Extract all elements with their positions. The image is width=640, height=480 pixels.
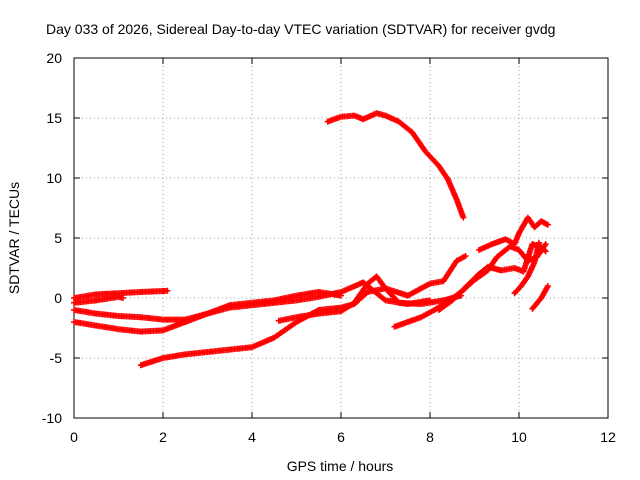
series-track-12: [529, 283, 551, 312]
y-tick-label: 15: [46, 110, 62, 126]
series-track-10: [475, 214, 551, 253]
data-point: [164, 287, 171, 294]
y-tick-label: -10: [42, 410, 62, 426]
x-axis-label: GPS time / hours: [287, 458, 394, 474]
x-tick-label: 6: [337, 429, 345, 445]
plot-area: [71, 110, 551, 369]
axis-ticks: 0 2 4 6 8 10 12 -10 -5 0 5 10 15 20: [42, 50, 616, 445]
data-point: [542, 241, 549, 247]
x-tick-label: 12: [600, 429, 616, 445]
grid-lines: [74, 58, 608, 418]
series-track-5: [137, 285, 465, 369]
data-point: [460, 214, 467, 221]
series-track-11: [511, 239, 543, 297]
y-tick-label: 0: [54, 290, 62, 306]
y-axis-label: SDTVAR / TECUs: [6, 182, 22, 294]
y-tick-label: -5: [50, 350, 63, 366]
x-tick-label: 2: [159, 429, 167, 445]
y-tick-label: 5: [54, 230, 62, 246]
data-point: [541, 247, 548, 254]
data-point: [462, 253, 469, 259]
series-track-6: [275, 253, 469, 324]
chart-title: Day 033 of 2026, Sidereal Day-to-day VTE…: [46, 21, 555, 37]
y-tick-label: 20: [46, 50, 62, 66]
x-tick-label: 4: [248, 429, 256, 445]
series-track-2: [71, 293, 126, 306]
data-point: [119, 295, 126, 301]
series-track-1: [71, 287, 171, 301]
data-point: [536, 239, 543, 246]
data-point: [544, 283, 551, 289]
series-track-9: [435, 241, 549, 313]
data-point: [542, 248, 549, 255]
y-tick-label: 10: [46, 170, 62, 186]
x-tick-label: 10: [511, 429, 527, 445]
series-track-7: [324, 110, 467, 221]
x-tick-label: 8: [426, 429, 434, 445]
data-point: [544, 221, 551, 228]
x-tick-label: 0: [70, 429, 78, 445]
